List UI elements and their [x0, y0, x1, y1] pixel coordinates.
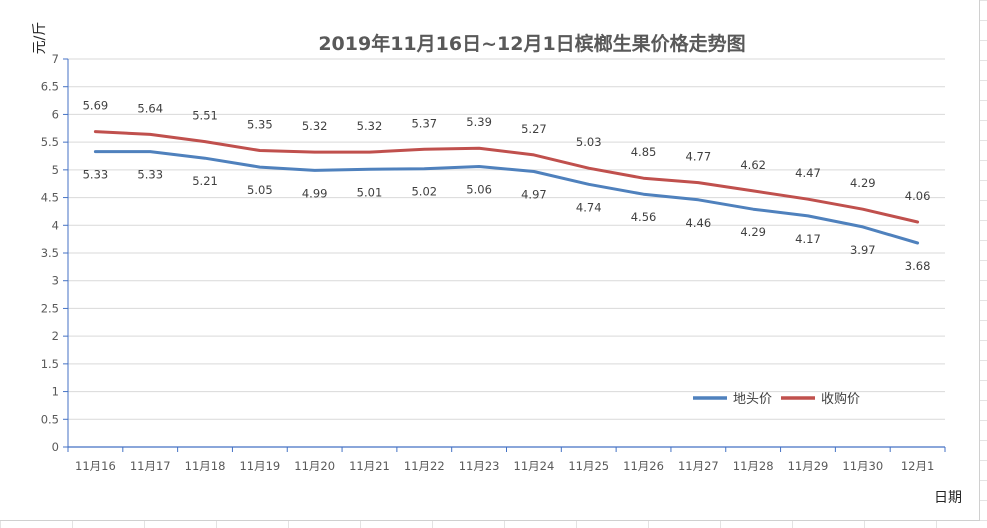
x-tick-label: 11月29 [788, 459, 829, 473]
x-tick-label: 11月21 [349, 459, 390, 473]
y-tick-label: 2.5 [41, 301, 59, 315]
data-label: 4.47 [795, 166, 821, 180]
x-tick-label: 11月22 [404, 459, 445, 473]
x-tick-label: 12月1 [901, 459, 934, 473]
data-label: 4.77 [686, 150, 712, 164]
y-tick-label: 0.5 [41, 412, 59, 426]
series-layer [93, 130, 920, 245]
x-tick-label: 11月24 [514, 459, 555, 473]
y-tick-label: 5.5 [41, 135, 59, 149]
x-tick-label: 11月20 [294, 459, 335, 473]
chart-title: 2019年11月16日~12月1日槟榔生果价格走势图 [318, 32, 745, 55]
y-tick-label: 3 [52, 274, 59, 288]
x-tick-label: 11月23 [459, 459, 500, 473]
y-axis: 0 0.5 1 1.5 2 2.5 3 3.5 4 4.5 5 5.5 6 6.5 7 [41, 52, 69, 454]
data-label: 5.01 [357, 185, 383, 199]
legend-label-1: 地头价 [733, 392, 772, 407]
data-labels: 5.33 5.33 5.21 5.05 4.99 5.01 5.02 5.06 4.97 4.74… [83, 99, 931, 273]
data-label: 5.37 [411, 116, 437, 130]
data-label: 4.74 [576, 200, 602, 214]
data-label: 5.32 [302, 119, 328, 133]
data-label: 5.69 [83, 99, 109, 113]
y-tick-label: 1.5 [41, 357, 59, 371]
y-axis-title: 元/斤 [32, 22, 48, 55]
data-label: 5.27 [521, 122, 547, 136]
y-tick-label: 2 [52, 329, 59, 343]
x-tick-label: 11月25 [568, 459, 609, 473]
data-label: 5.33 [137, 168, 163, 182]
data-label: 4.62 [740, 158, 766, 172]
x-tick-label: 11月28 [733, 459, 774, 473]
data-label: 5.06 [466, 183, 492, 197]
data-label: 4.46 [686, 216, 712, 230]
data-label: 5.39 [466, 115, 492, 129]
data-label: 5.03 [576, 135, 602, 149]
y-tick-label: 3.5 [41, 246, 59, 260]
data-label: 5.33 [83, 168, 109, 182]
y-tick-label: 6.5 [41, 80, 59, 94]
x-tick-label: 11月18 [185, 459, 226, 473]
x-axis-title: 日期 [934, 490, 962, 506]
y-tick-label: 1 [52, 385, 59, 399]
data-label: 5.51 [192, 109, 218, 123]
data-label: 5.05 [247, 183, 273, 197]
data-label: 4.56 [631, 210, 657, 224]
x-tick-label: 11月30 [842, 459, 883, 473]
data-label: 4.17 [795, 232, 821, 246]
x-tick-label: 11月27 [678, 459, 719, 473]
series-line-1 [93, 150, 920, 245]
data-label: 4.99 [302, 186, 328, 200]
legend-label-2: 收购价 [821, 391, 860, 407]
data-label: 3.97 [850, 243, 876, 257]
chart-area[interactable]: 2019年11月16日~12月1日槟榔生果价格走势图 0 0.5 1 1.5 2 2.5 3… [0, 0, 980, 521]
data-label: 4.97 [521, 188, 547, 202]
data-label: 4.85 [631, 145, 657, 159]
data-label: 3.68 [905, 259, 931, 273]
y-tick-label: 5 [52, 163, 59, 177]
y-tick-label: 4.5 [41, 191, 59, 205]
data-label: 4.06 [905, 189, 931, 203]
line-chart: 2019年11月16日~12月1日槟榔生果价格走势图 0 0.5 1 1.5 2 2.5 3… [32, 22, 962, 506]
x-tick-label: 11月19 [239, 459, 280, 473]
y-tick-label: 6 [52, 107, 59, 121]
y-tick-label: 0 [52, 440, 59, 454]
data-label: 4.29 [740, 225, 766, 239]
data-label: 5.64 [137, 101, 163, 115]
x-axis: 11月16 11月17 11月18 11月19 11月20 11月21 11月22 11月23… [67, 446, 946, 473]
data-label: 5.32 [357, 119, 383, 133]
data-label: 5.21 [192, 174, 218, 188]
legend: 地头价 收购价 [693, 391, 860, 407]
y-tick-label: 7 [52, 52, 59, 66]
data-label: 5.02 [411, 185, 437, 199]
x-tick-label: 11月16 [75, 459, 116, 473]
data-label: 5.35 [247, 117, 273, 131]
y-tick-label: 4 [52, 218, 59, 232]
x-tick-label: 11月26 [623, 459, 664, 473]
x-tick-label: 11月17 [130, 459, 171, 473]
data-label: 4.29 [850, 176, 876, 190]
series-line-2 [93, 130, 920, 224]
